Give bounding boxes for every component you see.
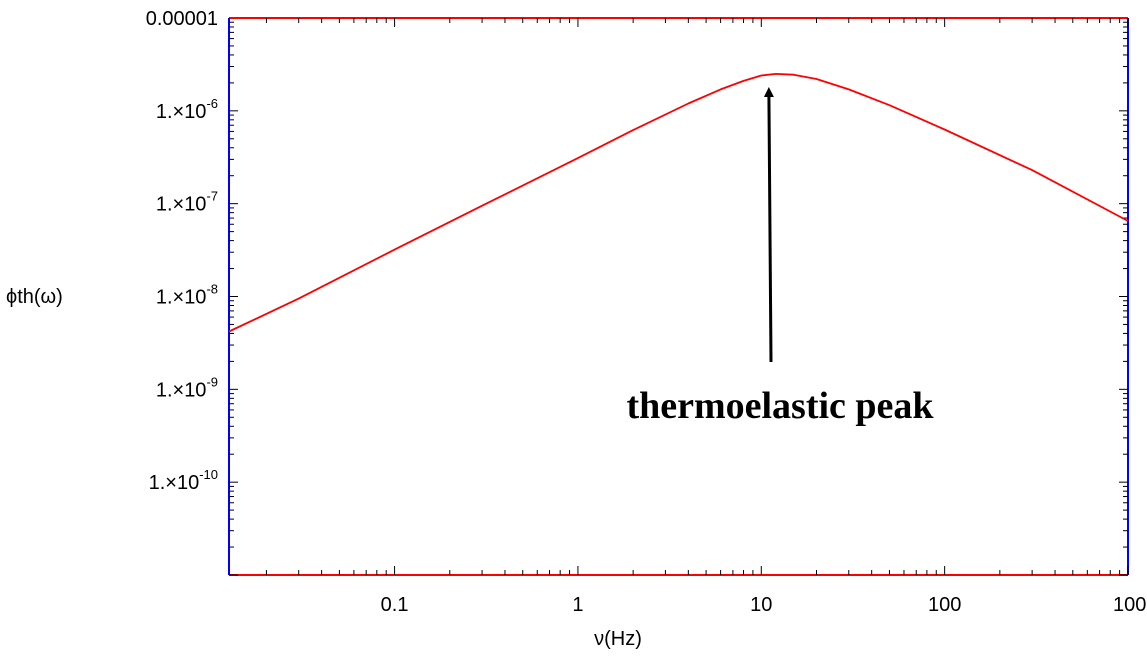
x-tick-label: 1 bbox=[572, 594, 583, 616]
y-axis-label: ϕth(ω) bbox=[6, 286, 63, 308]
x-tick-label: 10 bbox=[750, 594, 772, 616]
series-line bbox=[228, 73, 1129, 333]
x-tick-label: 100 bbox=[1113, 594, 1146, 616]
y-tick-label: 0.00001 bbox=[146, 8, 218, 30]
y-tick-label: 1.×10-8 bbox=[156, 282, 218, 309]
y-tick-label: 1.×10-6 bbox=[156, 96, 218, 123]
y-tick-label: 1.×10-7 bbox=[156, 189, 218, 216]
x-axis-label: ν(Hz) bbox=[594, 628, 642, 650]
annotation-arrow bbox=[763, 87, 774, 363]
annotation-label: thermoelastic peak bbox=[626, 385, 934, 427]
y-tick-label: 1.×10-9 bbox=[156, 374, 218, 401]
y-tick-label: 1.×10-10 bbox=[149, 467, 218, 494]
x-tick-label: 0.1 bbox=[381, 594, 409, 616]
x-tick-label: 100 bbox=[928, 594, 961, 616]
